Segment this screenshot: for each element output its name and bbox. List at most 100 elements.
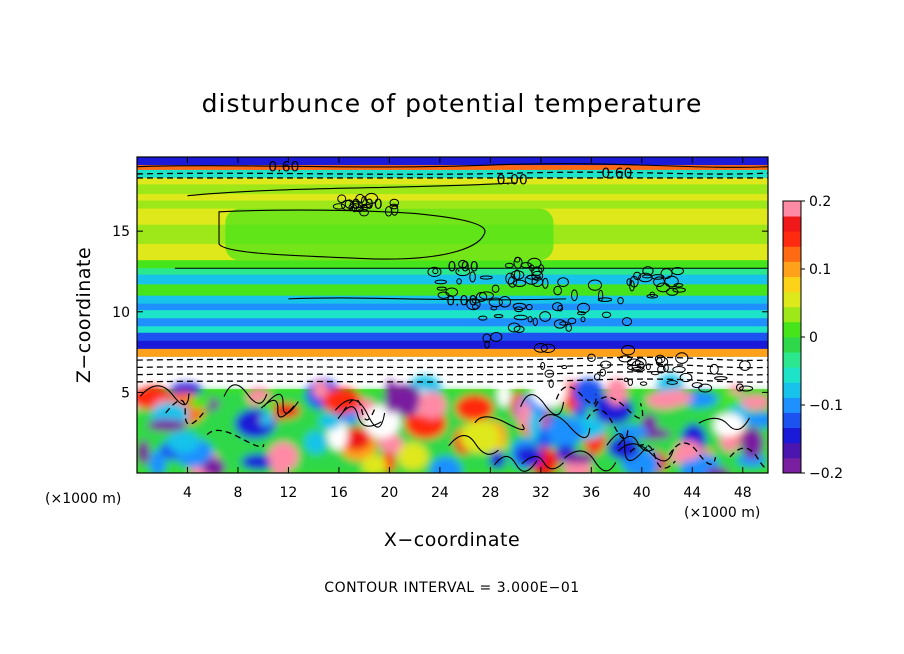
contour-lower bbox=[139, 385, 190, 406]
x-tick-label: 8 bbox=[233, 485, 242, 501]
contour-cell bbox=[539, 311, 552, 322]
contour-cell bbox=[389, 198, 400, 207]
turbulence-blob bbox=[528, 410, 541, 441]
x-axis-label: X−coordinate bbox=[384, 529, 520, 551]
turbulence-blob bbox=[418, 391, 447, 419]
contour-cell bbox=[512, 279, 527, 287]
turbulence-blob bbox=[170, 382, 203, 397]
contour-cell bbox=[601, 311, 612, 319]
contour-lines bbox=[137, 163, 768, 472]
contour-cell bbox=[664, 275, 679, 288]
contour-cell bbox=[490, 331, 503, 342]
contour-label: 0.00 bbox=[446, 293, 477, 309]
contour-cell bbox=[567, 317, 577, 325]
turbulence-blob bbox=[740, 427, 764, 459]
contour-cell bbox=[531, 276, 544, 288]
contour-cell bbox=[479, 275, 493, 280]
contour-cell bbox=[631, 366, 645, 373]
turbulence-blob bbox=[593, 395, 634, 425]
contour-cell bbox=[332, 203, 346, 210]
colorbar-swatch bbox=[783, 427, 801, 444]
colorbar-swatch bbox=[783, 352, 801, 368]
plot-frame bbox=[136, 156, 769, 474]
contour-cell bbox=[565, 323, 573, 332]
contour-lower bbox=[668, 442, 717, 465]
contour-cell bbox=[478, 291, 494, 300]
contour-zero-lower bbox=[288, 297, 567, 301]
contour-lower bbox=[698, 417, 751, 431]
contour-cell bbox=[361, 204, 368, 212]
band-17 bbox=[137, 318, 768, 327]
contour-cell bbox=[553, 285, 562, 296]
x-tick-label: 28 bbox=[481, 485, 499, 501]
contour-cell bbox=[484, 340, 490, 349]
band-16 bbox=[137, 310, 768, 319]
contour-cell bbox=[675, 352, 689, 364]
contour-cell bbox=[437, 291, 450, 299]
contour-cell bbox=[540, 361, 546, 370]
contour-cell bbox=[561, 364, 568, 370]
turbulence-blob bbox=[497, 379, 511, 408]
x-tick-label: 20 bbox=[380, 485, 398, 501]
contour-cell bbox=[427, 266, 442, 277]
x-tick-label: 4 bbox=[183, 485, 192, 501]
contour-cell bbox=[529, 264, 535, 272]
turbulence-blob bbox=[489, 450, 506, 469]
contour-lower bbox=[617, 435, 655, 452]
contour-lower bbox=[342, 398, 377, 421]
band-0 bbox=[137, 157, 768, 166]
contour-cell bbox=[645, 363, 651, 371]
contour-lower bbox=[448, 435, 499, 455]
contour-cell bbox=[557, 305, 564, 312]
turbulence-blob bbox=[720, 392, 742, 408]
turbulence-blob bbox=[397, 442, 429, 471]
band-21 bbox=[137, 348, 768, 358]
contour-cell bbox=[466, 298, 481, 311]
turbulence-blob bbox=[455, 394, 494, 422]
contour-cell bbox=[656, 282, 671, 293]
band-13 bbox=[137, 284, 768, 297]
contour-lower bbox=[165, 399, 206, 425]
contour-label: 0.00 bbox=[497, 173, 528, 189]
contour-cell bbox=[639, 381, 648, 386]
contour-cell bbox=[698, 383, 713, 393]
band-15 bbox=[137, 303, 768, 311]
turbulence-blob bbox=[531, 374, 567, 408]
contour-label: 0.60 bbox=[601, 166, 632, 182]
contour-cell bbox=[434, 279, 448, 285]
contour-cell bbox=[587, 353, 596, 362]
contour-cell bbox=[691, 382, 703, 389]
contour-cell bbox=[662, 363, 669, 373]
contour-cell bbox=[337, 194, 347, 204]
contour-top-dashed-1 bbox=[137, 171, 768, 175]
turbulence-blob bbox=[268, 441, 299, 472]
colorbar-swatch bbox=[783, 442, 801, 459]
y-axis-ticks: 5 10 15 bbox=[112, 224, 768, 401]
turbulence-blob bbox=[304, 431, 328, 454]
contour-cell bbox=[361, 203, 372, 208]
contour-cell bbox=[344, 199, 354, 209]
contour-lower bbox=[474, 416, 525, 431]
turbulence-blob bbox=[606, 378, 628, 406]
band-6 bbox=[137, 200, 768, 210]
contour-cell bbox=[735, 383, 744, 392]
contour-lower bbox=[260, 399, 295, 418]
contour-cell bbox=[540, 343, 556, 353]
contour-cell bbox=[617, 296, 624, 305]
turbulence-blob bbox=[572, 405, 588, 418]
turbulence-blob bbox=[361, 454, 387, 473]
contour-cell bbox=[633, 271, 642, 280]
band-11 bbox=[137, 268, 768, 276]
turbulence-blob bbox=[429, 456, 462, 473]
contour-cell bbox=[351, 204, 358, 213]
turbulence-blob bbox=[517, 401, 532, 429]
contour-cell bbox=[552, 302, 563, 312]
contour-cell bbox=[629, 280, 635, 292]
contour-cell bbox=[538, 264, 545, 273]
turbulence-blob bbox=[137, 439, 150, 465]
turbulence-blob bbox=[740, 394, 768, 410]
contour-cell bbox=[657, 365, 666, 374]
colorbar: 0.2 0.1 0 −0.1 −0.2 bbox=[782, 194, 843, 482]
turbulence-blob bbox=[545, 416, 585, 446]
x-tick-label: 48 bbox=[734, 485, 752, 501]
